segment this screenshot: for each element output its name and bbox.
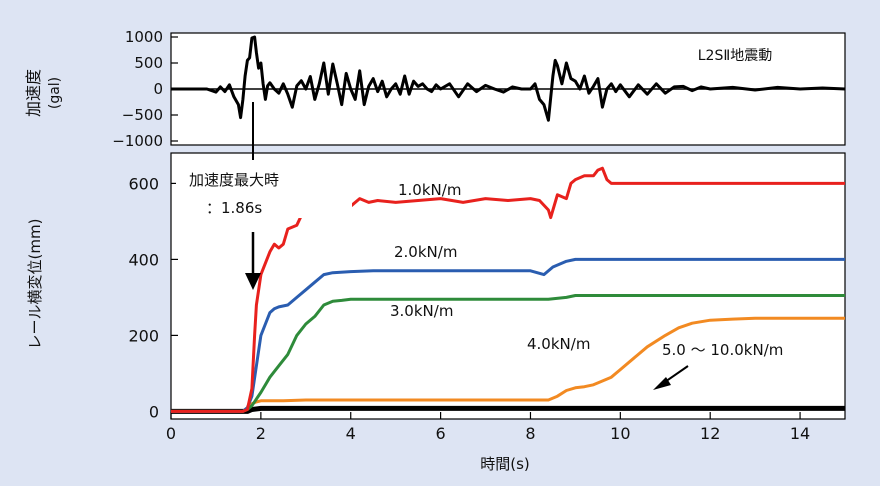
acceleration-y-tick-label: −1000 <box>112 132 163 150</box>
displacement-x-tick-label: 0 <box>166 424 176 443</box>
displacement-x-tick-label: 4 <box>346 424 356 443</box>
displacement-series-line <box>171 166 845 413</box>
displacement-x-tick-label: 6 <box>436 424 446 443</box>
acceleration-chart: 1000 500 0 −500 −1000 L2SⅡ地震動 加速度 (gal) <box>24 28 846 150</box>
displacement-y-tick-label: 200 <box>128 326 159 345</box>
series-label-1kn: 1.0kN/m <box>398 181 461 199</box>
max-acceleration-arrowhead <box>245 273 261 290</box>
displacement-chart: 0 200 400 600 0 2 4 6 8 10 12 14 時間(s) レール横変位(mm) 加… <box>26 102 846 473</box>
acceleration-annotation: L2SⅡ地震動 <box>698 48 772 64</box>
displacement-y-tick-label: 0 <box>149 402 159 421</box>
displacement-x-axis-label: 時間(s) <box>480 455 530 473</box>
displacement-x-tick-label: 2 <box>256 424 266 443</box>
displacement-x-tick-label: 12 <box>700 424 720 443</box>
displacement-series-line <box>171 294 845 413</box>
displacement-series-line <box>171 405 845 414</box>
displacement-x-tick-label: 10 <box>610 424 630 443</box>
acceleration-y-tick-label: −500 <box>122 106 163 124</box>
displacement-y-tick-label: 600 <box>128 174 159 193</box>
displacement-series-line <box>171 257 845 413</box>
displacement-y-axis-label: レール横変位(mm) <box>26 219 44 350</box>
acceleration-y-tick-label: 1000 <box>125 28 163 46</box>
displacement-x-tick-label: 8 <box>525 424 535 443</box>
acceleration-series-line <box>171 35 846 122</box>
series-label-3kn: 3.0kN/m <box>390 302 453 320</box>
annotation-max-acceleration: 加速度最大時 <box>189 171 279 189</box>
series-label-4kn: 4.0kN/m <box>527 335 590 353</box>
annotation-max-acceleration-time: ：1.86s <box>206 199 262 217</box>
displacement-series-line <box>171 316 845 413</box>
series-label-5-10kn: 5.0 〜 10.0kN/m <box>662 341 783 359</box>
displacement-x-tick-label: 14 <box>790 424 810 443</box>
acceleration-y-tick-label: 0 <box>153 80 163 98</box>
series-5-10kn-pointer-head <box>653 377 671 390</box>
acceleration-y-tick-label: 500 <box>134 54 163 72</box>
displacement-y-tick-label: 400 <box>128 250 159 269</box>
series-label-2kn: 2.0kN/m <box>394 243 457 261</box>
acceleration-y-axis-label: 加速度 (gal) <box>24 69 63 117</box>
